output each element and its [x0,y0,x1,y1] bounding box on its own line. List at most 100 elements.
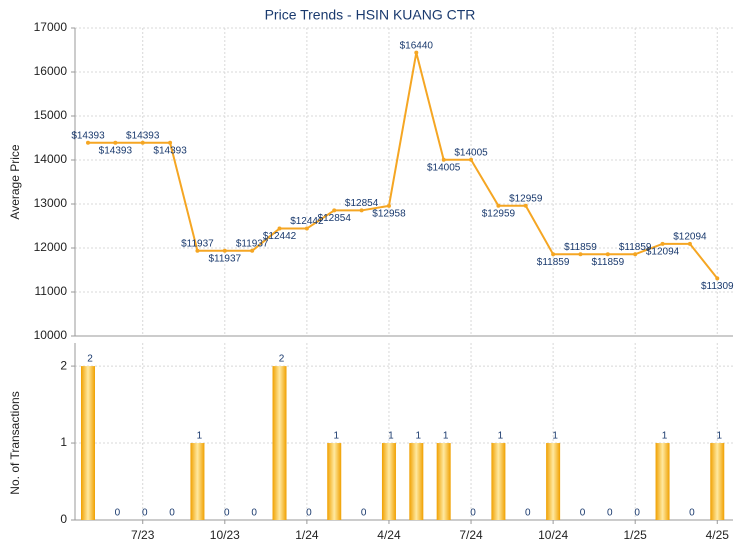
value-label: 1 [416,431,422,442]
value-label: 1 [443,431,449,442]
bar [81,366,95,520]
value-label: 0 [361,508,367,519]
x-tick-label: 10/23 [210,528,240,542]
value-label: 0 [251,508,257,519]
value-label: 0 [607,508,613,519]
bar [436,443,451,520]
value-label: $12442 [290,216,324,227]
point [359,208,364,213]
bar [409,443,424,520]
value-label: $11309 [701,281,734,292]
value-label: $11937 [181,238,214,249]
value-label: 1 [662,431,668,442]
value-label: 0 [470,508,476,519]
x-tick-label: 1/24 [295,528,319,542]
point [277,226,282,231]
value-label: $14393 [99,145,133,156]
value-label: $12854 [318,213,352,224]
value-label: 0 [224,508,230,519]
value-label: $14393 [71,130,105,141]
bar [546,443,561,520]
point [195,248,200,253]
bar [655,443,670,520]
value-label: 1 [498,431,504,442]
point [496,203,501,208]
point [578,252,583,257]
value-label: $12094 [646,247,680,258]
value-label: $11859 [537,257,570,268]
point [605,252,610,257]
y-axis-label: Average Price [8,144,22,219]
x-tick-label: 1/25 [624,528,648,542]
y-tick-label: 1 [60,435,67,449]
y-axis-label: No. of Transactions [8,391,22,494]
value-label: $12959 [482,208,516,219]
value-label: 0 [142,508,148,519]
point [222,248,227,253]
value-label: 1 [552,431,558,442]
bar [381,443,396,520]
value-label: 2 [87,354,93,365]
y-tick-label: 16000 [34,64,68,78]
value-label: $12959 [509,193,543,204]
value-label: 0 [634,508,640,519]
value-label: $14005 [454,147,488,158]
value-label: 0 [169,508,175,519]
point [386,203,391,208]
point [414,50,419,55]
value-label: 2 [279,354,285,365]
y-tick-label: 12000 [34,240,68,254]
value-label: $14005 [427,162,461,173]
x-tick-label: 10/24 [538,528,568,542]
value-label: $11859 [592,257,625,268]
point [168,140,173,145]
point [523,203,528,208]
y-tick-label: 15000 [34,108,68,122]
value-label: $11859 [619,242,652,253]
value-label: $16440 [400,40,434,51]
point [469,157,474,162]
y-tick-label: 17000 [34,20,68,34]
value-label: $12442 [263,231,297,242]
y-tick-label: 11000 [35,284,68,298]
y-tick-label: 10000 [34,328,68,342]
value-label: $11937 [236,238,269,249]
point [551,252,556,257]
value-label: 0 [580,508,586,519]
point [113,140,118,145]
value-label: 1 [716,431,722,442]
value-label: 1 [388,431,394,442]
point [332,208,337,213]
bar [327,443,342,520]
y-tick-label: 2 [60,358,67,372]
value-label: 0 [115,508,121,519]
x-tick-label: 4/24 [377,528,401,542]
point [660,241,665,246]
value-label: 0 [525,508,531,519]
y-tick-label: 0 [60,512,67,526]
value-label: 0 [306,508,312,519]
value-label: 0 [689,508,695,519]
y-tick-label: 14000 [34,152,68,166]
value-label: $14393 [153,145,187,156]
point [140,140,145,145]
point [633,252,638,257]
value-label: 1 [333,431,339,442]
point [715,276,720,281]
price-line [88,52,719,280]
value-label: $12958 [372,208,406,219]
point [86,140,90,145]
x-tick-label: 7/24 [459,528,483,542]
point [304,226,309,231]
value-label: $12094 [673,232,707,243]
value-label: $14393 [126,130,160,141]
x-tick-label: 4/25 [706,528,730,542]
bar [272,366,287,520]
value-label: $11859 [564,242,597,253]
chart-title: Price Trends - HSIN KUANG CTR [265,7,476,23]
point [250,248,255,253]
x-tick-label: 7/23 [131,528,155,542]
point [687,241,692,246]
